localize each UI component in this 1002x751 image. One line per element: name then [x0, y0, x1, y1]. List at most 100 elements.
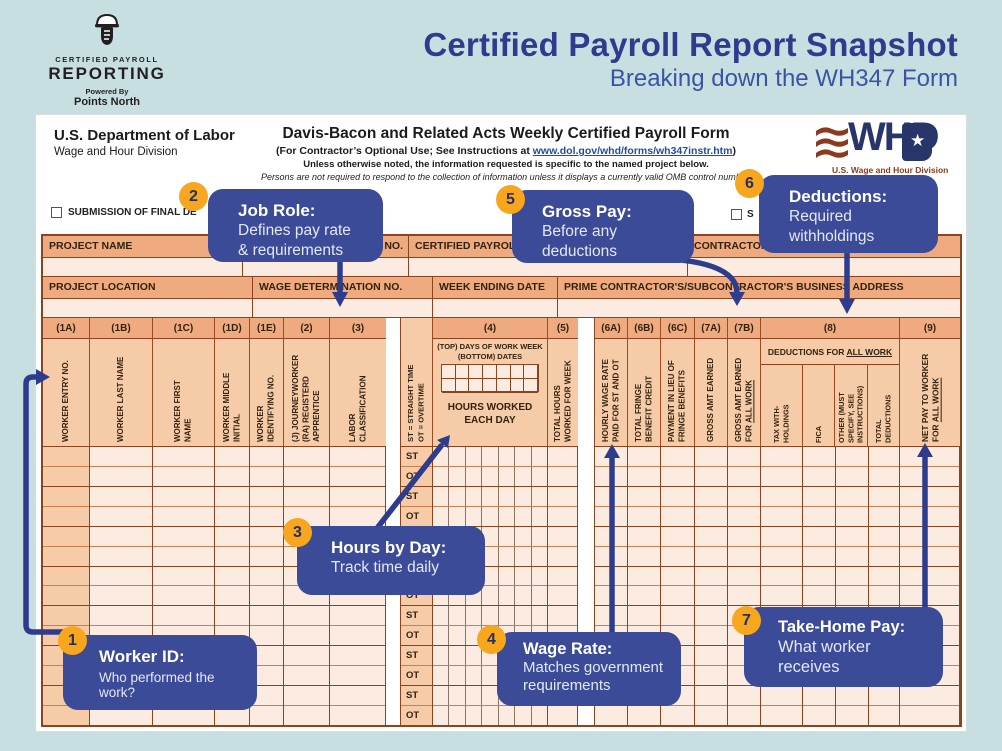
table-cell[interactable]: [900, 586, 959, 607]
day-hours-cell[interactable]: [499, 506, 516, 526]
table-cell[interactable]: [900, 527, 959, 547]
table-cell[interactable]: [761, 487, 802, 507]
right-checkbox[interactable]: [731, 209, 742, 220]
table-cell[interactable]: [90, 606, 152, 627]
table-cell[interactable]: [595, 567, 627, 587]
table-cell[interactable]: [250, 447, 283, 467]
table-cell[interactable]: [330, 646, 385, 667]
day-date-cell[interactable]: [510, 365, 525, 379]
table-cell[interactable]: [695, 567, 727, 587]
table-cell[interactable]: [433, 606, 547, 627]
table-cell[interactable]: [695, 626, 727, 647]
table-cell[interactable]: [43, 586, 89, 607]
table-cell[interactable]: [803, 447, 835, 467]
day-hours-cell[interactable]: [433, 447, 450, 466]
table-cell[interactable]: [43, 547, 89, 567]
table-cell[interactable]: [728, 586, 760, 607]
table-cell[interactable]: [661, 706, 694, 726]
table-cell[interactable]: [761, 527, 802, 547]
table-cell[interactable]: [628, 547, 660, 567]
table-cell[interactable]: [628, 527, 660, 547]
table-cell[interactable]: [628, 606, 660, 627]
table-cell[interactable]: [661, 547, 694, 567]
table-cell[interactable]: [661, 447, 694, 467]
day-date-cell[interactable]: [442, 365, 456, 379]
table-cell[interactable]: [330, 626, 385, 647]
day-hours-cell[interactable]: [449, 486, 466, 506]
day-hours-cell[interactable]: [466, 466, 483, 486]
table-cell[interactable]: [250, 547, 283, 567]
table-cell[interactable]: [90, 467, 152, 487]
day-hours-cell[interactable]: [466, 646, 483, 666]
table-cell[interactable]: [628, 487, 660, 507]
table-cell[interactable]: [595, 507, 627, 527]
table-cell[interactable]: [284, 586, 329, 607]
payroll-no-input[interactable]: [243, 258, 409, 277]
table-cell[interactable]: [761, 586, 802, 607]
day-hours-cell[interactable]: [532, 487, 547, 506]
table-cell[interactable]: [803, 706, 835, 726]
day-date-cell[interactable]: [483, 365, 497, 379]
day-hours-cell[interactable]: [499, 486, 516, 506]
table-cell[interactable]: [728, 447, 760, 467]
day-hours-cell[interactable]: [482, 526, 499, 546]
table-cell[interactable]: [284, 467, 329, 487]
table-cell[interactable]: [90, 586, 152, 607]
table-cell[interactable]: [548, 586, 577, 607]
table-cell[interactable]: [284, 646, 329, 667]
table-cell[interactable]: [836, 527, 868, 547]
day-date-cell[interactable]: [455, 365, 470, 379]
table-cell[interactable]: [869, 447, 899, 467]
table-cell[interactable]: [803, 487, 835, 507]
table-cell[interactable]: [330, 606, 385, 627]
table-cell[interactable]: [548, 706, 577, 726]
table-cell[interactable]: [595, 706, 627, 726]
table-cell[interactable]: [695, 606, 727, 627]
table-cell[interactable]: [43, 467, 89, 487]
day-hours-cell[interactable]: [499, 586, 516, 606]
table-cell[interactable]: [433, 705, 547, 726]
table-cell[interactable]: [250, 507, 283, 527]
day-date-cell[interactable]: [524, 365, 538, 379]
day-hours-cell[interactable]: [466, 447, 483, 466]
day-hours-cell[interactable]: [466, 705, 483, 725]
table-cell[interactable]: [250, 567, 283, 587]
table-cell[interactable]: [548, 527, 577, 547]
table-cell[interactable]: [628, 447, 660, 467]
table-cell[interactable]: [836, 447, 868, 467]
table-cell[interactable]: [803, 507, 835, 527]
table-cell[interactable]: [153, 527, 214, 547]
day-hours-cell[interactable]: [482, 546, 499, 566]
table-cell[interactable]: [153, 507, 214, 527]
day-date-cell[interactable]: [442, 379, 456, 393]
table-cell[interactable]: [433, 447, 547, 467]
table-cell[interactable]: [695, 586, 727, 607]
day-hours-cell[interactable]: [449, 626, 466, 646]
table-cell[interactable]: [215, 447, 249, 467]
table-cell[interactable]: [215, 487, 249, 507]
table-cell[interactable]: [628, 467, 660, 487]
business-address-input[interactable]: [558, 299, 960, 318]
table-cell[interactable]: [90, 507, 152, 527]
table-cell[interactable]: [43, 507, 89, 527]
day-date-cell[interactable]: [455, 379, 470, 393]
table-cell[interactable]: [695, 706, 727, 726]
day-hours-cell[interactable]: [466, 666, 483, 686]
table-cell[interactable]: [695, 547, 727, 567]
table-cell[interactable]: [433, 486, 547, 507]
table-cell[interactable]: [900, 507, 959, 527]
table-cell[interactable]: [900, 467, 959, 487]
table-cell[interactable]: [836, 567, 868, 587]
day-hours-cell[interactable]: [482, 566, 499, 586]
table-cell[interactable]: [433, 586, 547, 607]
day-hours-cell[interactable]: [515, 506, 532, 526]
table-cell[interactable]: [215, 547, 249, 567]
wage-determination-no-input[interactable]: [253, 299, 433, 318]
table-cell[interactable]: [761, 547, 802, 567]
day-hours-cell[interactable]: [515, 447, 532, 466]
table-cell[interactable]: [728, 527, 760, 547]
table-cell[interactable]: [695, 447, 727, 467]
day-hours-cell[interactable]: [515, 586, 532, 606]
table-cell[interactable]: [661, 467, 694, 487]
table-cell[interactable]: [900, 706, 959, 726]
